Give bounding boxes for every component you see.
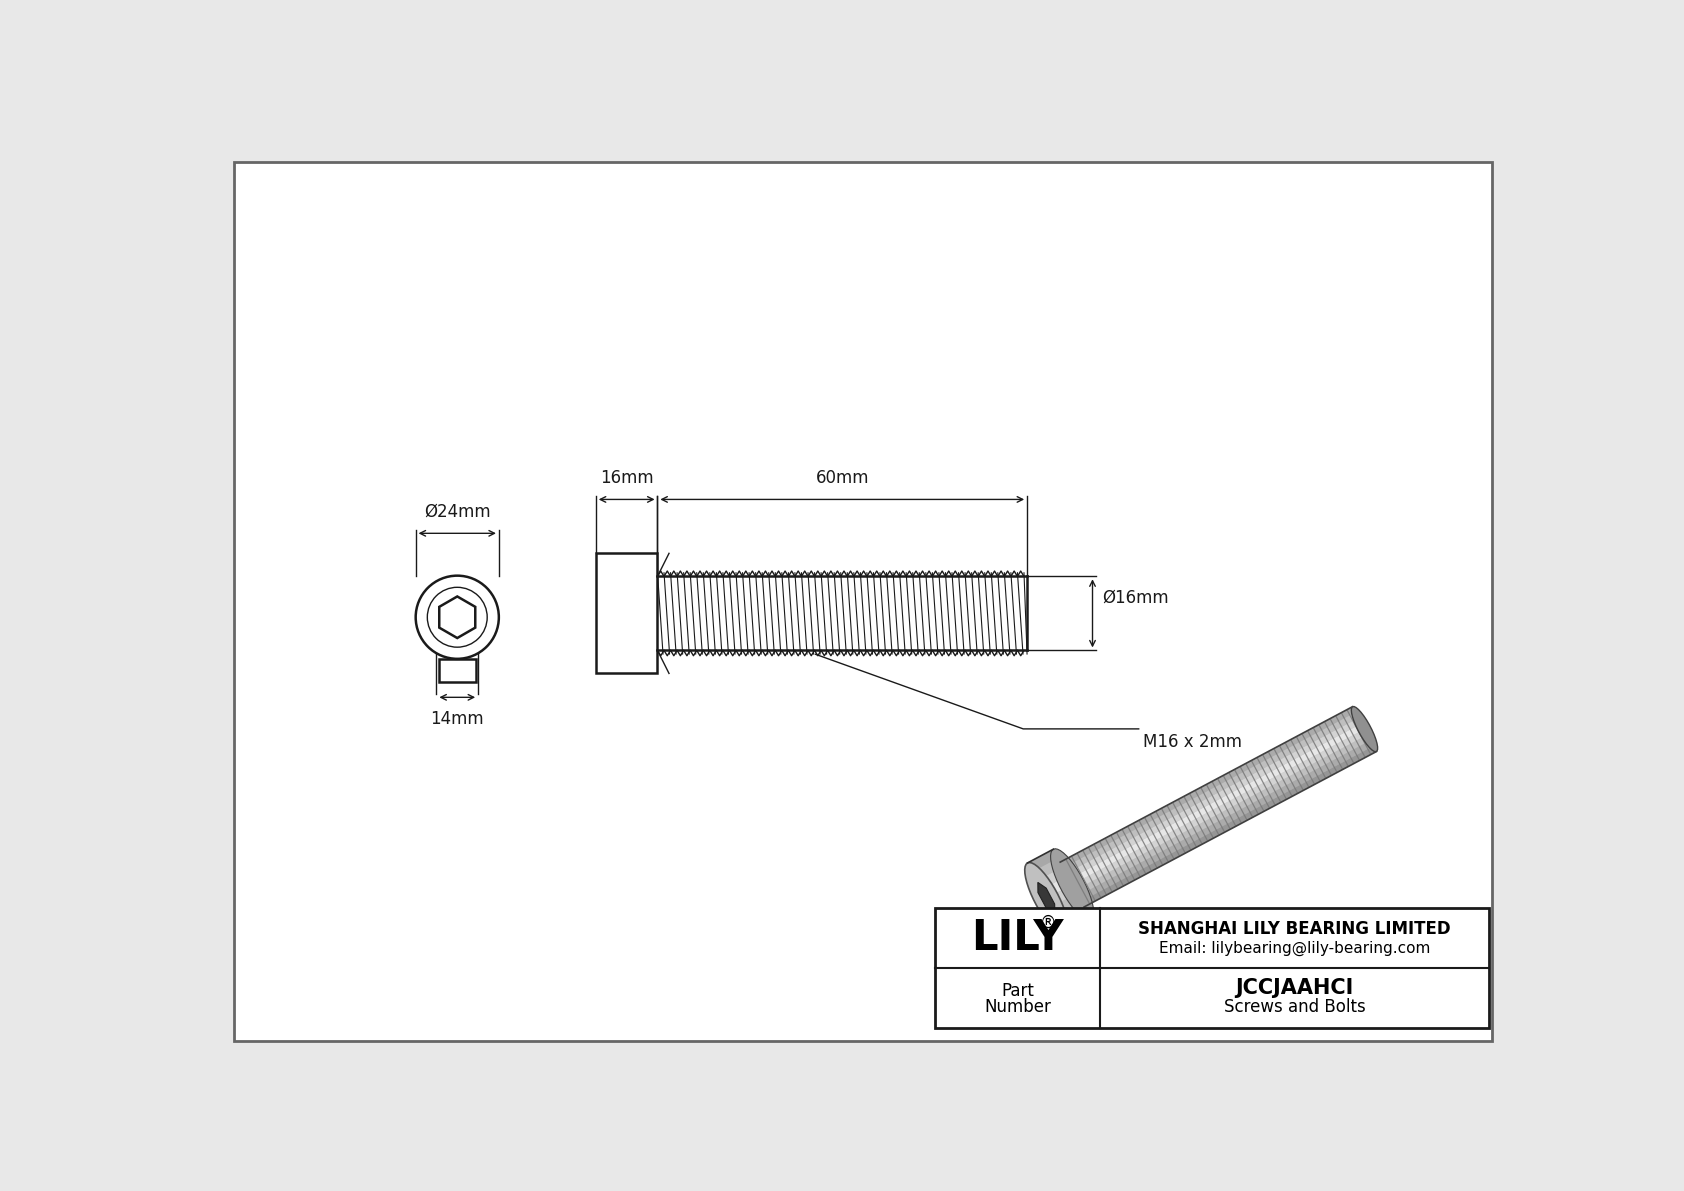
Polygon shape	[1073, 729, 1367, 890]
Text: 14mm: 14mm	[431, 710, 483, 728]
Text: M16 x 2mm: M16 x 2mm	[1142, 732, 1241, 750]
Polygon shape	[1081, 746, 1376, 908]
Text: Ø24mm: Ø24mm	[424, 503, 490, 520]
Bar	[438, 659, 477, 682]
Polygon shape	[440, 597, 475, 638]
Polygon shape	[1037, 883, 1054, 915]
Polygon shape	[1056, 903, 1086, 924]
Polygon shape	[1061, 911, 1091, 934]
Polygon shape	[1037, 867, 1068, 890]
Text: Part: Part	[1000, 981, 1034, 999]
Polygon shape	[1046, 885, 1076, 908]
Text: 16mm: 16mm	[600, 469, 653, 487]
Polygon shape	[1061, 706, 1356, 868]
Polygon shape	[1051, 849, 1093, 921]
Polygon shape	[1032, 858, 1063, 880]
Text: 60mm: 60mm	[815, 469, 869, 487]
Polygon shape	[1351, 706, 1378, 752]
Polygon shape	[1027, 849, 1091, 934]
Polygon shape	[1051, 893, 1081, 916]
Polygon shape	[1026, 862, 1068, 934]
Text: Email: lilybearing@lily-bearing.com: Email: lilybearing@lily-bearing.com	[1159, 941, 1430, 956]
Polygon shape	[1066, 718, 1361, 879]
Polygon shape	[1074, 735, 1371, 896]
Polygon shape	[1027, 849, 1058, 872]
Text: Ø16mm: Ø16mm	[1101, 590, 1169, 607]
Text: SHANGHAI LILY BEARING LIMITED: SHANGHAI LILY BEARING LIMITED	[1138, 921, 1452, 939]
Polygon shape	[1061, 706, 1376, 908]
Text: JCCJAAHCI: JCCJAAHCI	[1236, 978, 1354, 998]
Polygon shape	[1063, 712, 1359, 873]
Text: ®: ®	[1041, 915, 1056, 933]
Circle shape	[428, 587, 487, 647]
Text: Number: Number	[983, 998, 1051, 1016]
Polygon shape	[1069, 723, 1364, 885]
Bar	[935, 909, 1489, 1028]
Text: LILY: LILY	[972, 917, 1064, 959]
Bar	[596, 554, 657, 673]
Text: Screws and Bolts: Screws and Bolts	[1224, 998, 1366, 1016]
Circle shape	[416, 575, 498, 659]
Polygon shape	[1042, 875, 1073, 898]
Polygon shape	[1078, 741, 1374, 902]
